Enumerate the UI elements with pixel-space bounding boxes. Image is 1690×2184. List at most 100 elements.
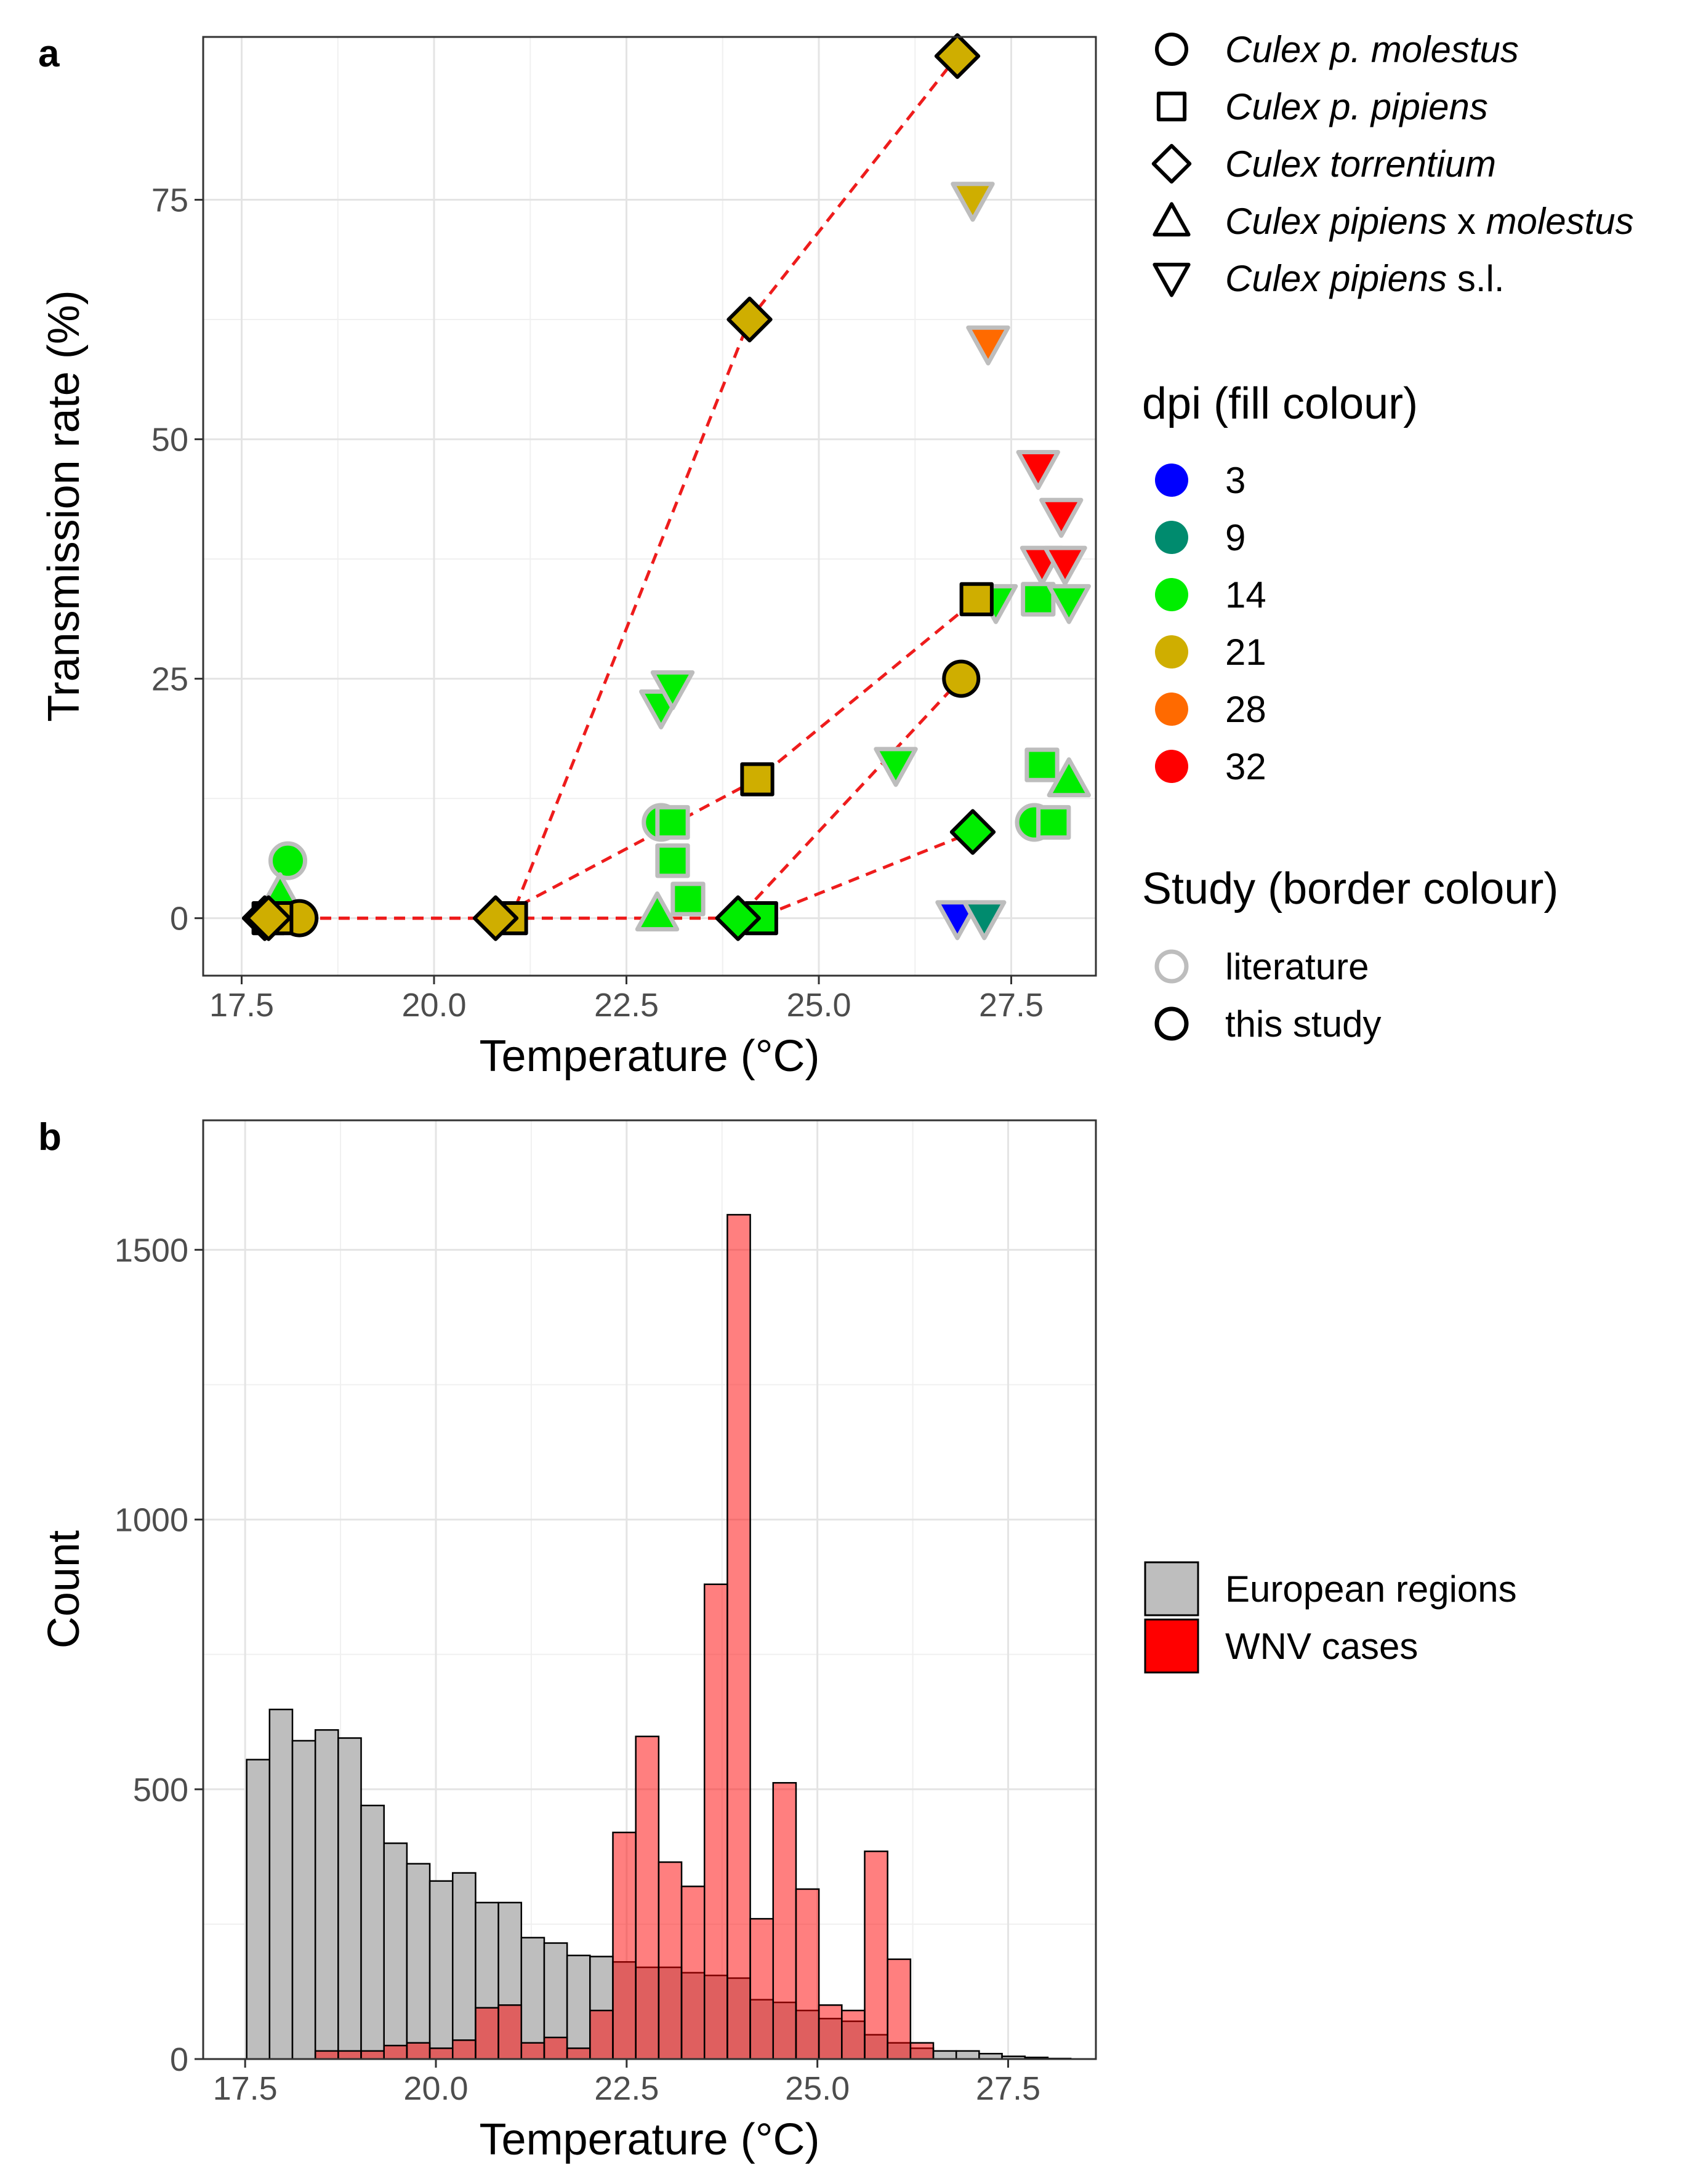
legend-key-circle	[1155, 33, 1188, 66]
data-point-triangle-down	[1047, 584, 1091, 624]
y-tick-label: 1000	[115, 1502, 188, 1539]
histogram-bar-european-regions	[268, 1708, 294, 2060]
legend-key-square	[1156, 91, 1187, 122]
legend-study-title: Study (border colour)	[1142, 864, 1558, 913]
x-tick-label: 27.5	[976, 2070, 1040, 2107]
data-point-triangle-down	[874, 747, 918, 787]
histogram-bar-wnv-cases	[658, 1861, 683, 2060]
histogram-bar-wnv-cases	[520, 2042, 545, 2060]
plot-b-legend: European regions WNV cases	[1144, 1561, 1517, 1674]
histogram-bar-european-regions	[337, 1737, 362, 2060]
histogram-bar-wnv-cases	[726, 1214, 751, 2060]
data-point-square	[1036, 805, 1071, 840]
x-tick-label: 22.5	[594, 987, 659, 1024]
histogram-bar-wnv-cases	[337, 2050, 362, 2060]
histogram-bar-wnv-cases	[406, 2042, 431, 2060]
legend-dpi-swatch	[1155, 635, 1188, 668]
legend-species-label-part: molestus	[1486, 201, 1634, 242]
legend-species-label-part: Culex p. molestus	[1225, 29, 1519, 70]
histogram-bar-wnv-cases	[795, 1888, 820, 2060]
x-tick-label: 17.5	[209, 987, 274, 1024]
x-tick-label: 25.0	[786, 987, 851, 1024]
histogram-bar-european-regions	[291, 1740, 316, 2060]
y-tick-label: 1500	[115, 1232, 188, 1269]
legend-study-label: this study	[1225, 1003, 1381, 1045]
plot-a-frame	[202, 36, 1097, 977]
legend-dpi-label: 14	[1225, 574, 1266, 616]
legend-species-label-part: s.l.	[1447, 258, 1504, 299]
histogram-bar-wnv-cases	[680, 1885, 706, 2060]
legend-species-label-part: x	[1447, 201, 1486, 242]
histogram-bar-european-regions	[932, 2050, 957, 2060]
data-point-diamond	[934, 33, 981, 79]
legend-species-label: Culex pipiens x molestus	[1225, 201, 1634, 242]
plot-a-y-axis-title: Transmission rate (%)	[39, 290, 89, 721]
y-tick-label: 50	[151, 422, 188, 459]
legend-species-label-part: Culex p. pipiens	[1225, 86, 1488, 127]
plot-b-frame	[202, 1119, 1097, 2060]
data-point-square	[740, 762, 775, 797]
dashed-connector-line	[265, 830, 973, 920]
data-point-square	[670, 881, 706, 917]
legend-key-diamond	[1151, 143, 1192, 184]
histogram-bar-european-regions	[360, 1804, 385, 2060]
histogram-bar-wnv-cases	[749, 1917, 775, 2060]
histogram-bar-wnv-cases	[314, 2050, 339, 2060]
legend-dpi-title: dpi (fill colour)	[1142, 379, 1418, 428]
data-point-triangle-down	[650, 670, 695, 710]
legend-dpi-swatch	[1155, 521, 1188, 554]
plot-a-legends: Culex p. molestus Culex p. pipiens Culex t…	[1142, 29, 1634, 1045]
legend-dpi-swatch	[1155, 750, 1188, 783]
x-tick-label: 27.5	[979, 987, 1044, 1024]
legend-swatch-european-regions	[1144, 1561, 1199, 1616]
histogram-bar-european-regions	[406, 1863, 431, 2060]
legend-species-label: Culex p. pipiens	[1225, 86, 1488, 127]
data-point-square	[655, 843, 690, 878]
data-point-triangle-up	[1047, 757, 1091, 798]
histogram-bar-wnv-cases	[566, 2047, 591, 2060]
panel-a: a 17.5 20.0 22.5 25.0 27.5 0 25 50 75 Temperatur…	[38, 29, 1634, 1081]
legend-dpi-label: 3	[1225, 460, 1245, 501]
data-point-triangle-down	[951, 182, 995, 222]
plot-a-gridlines	[203, 37, 1096, 976]
legend-study-swatch	[1154, 949, 1189, 984]
x-tick-label: 22.5	[594, 2070, 659, 2107]
histogram-bar-wnv-cases	[772, 1782, 797, 2060]
histogram-bar-european-regions	[246, 1759, 271, 2060]
plot-b-gridlines	[203, 1120, 1096, 2060]
plot-a-x-axis-title: Temperature (°C)	[480, 1032, 820, 1081]
data-point-triangle-down	[962, 900, 1007, 941]
panel-label-a: a	[38, 33, 60, 75]
histogram-bar-european-regions	[314, 1729, 339, 2060]
histogram-bar-wnv-cases	[864, 1850, 888, 2060]
legend-label: WNV cases	[1225, 1626, 1418, 1667]
histogram-bar-european-regions	[955, 2050, 980, 2060]
x-tick-label: 17.5	[213, 2070, 278, 2107]
histogram-bar-wnv-cases	[543, 2036, 568, 2060]
data-point-diamond	[949, 809, 996, 855]
data-point-triangle-down	[966, 325, 1010, 366]
data-point-diamond	[472, 895, 519, 941]
data-point-square	[655, 805, 690, 840]
histogram-bar-european-regions	[429, 1880, 454, 2060]
legend-dpi-swatch	[1155, 464, 1188, 497]
y-tick-label: 75	[151, 182, 188, 219]
legend-species-label-part: Culex pipiens	[1225, 258, 1447, 299]
y-tick-label: 0	[170, 901, 188, 937]
histogram-bar-wnv-cases	[475, 2007, 499, 2060]
plot-b-y-axis-title: Count	[39, 1530, 89, 1648]
legend-study-swatch	[1154, 1006, 1189, 1041]
legend-dpi-swatch	[1155, 693, 1188, 726]
histogram-bar-wnv-cases	[429, 2047, 454, 2060]
data-point-circle	[942, 659, 981, 698]
legend-dpi-label: 21	[1225, 632, 1266, 673]
legend-swatch-wnv-cases	[1144, 1618, 1199, 1674]
data-point-triangle-down	[1016, 449, 1060, 490]
x-tick-label: 20.0	[403, 2070, 468, 2107]
plot-b-ticks: 17.5 20.0 22.5 25.0 27.5 0 500 1000 1500	[115, 1232, 1040, 2107]
legend-study-label: literature	[1225, 946, 1369, 987]
histogram-bar-european-regions	[452, 1872, 477, 2060]
histogram-bar-european-regions	[566, 1954, 591, 2060]
legend-key-triangle-down	[1153, 262, 1191, 297]
x-tick-label: 25.0	[785, 2070, 850, 2107]
